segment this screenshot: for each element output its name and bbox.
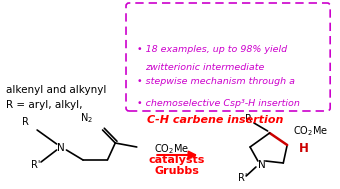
Text: R': R': [32, 160, 41, 170]
Text: R': R': [238, 173, 247, 183]
Text: zwitterionic intermediate: zwitterionic intermediate: [144, 64, 264, 73]
Text: N$_2$: N$_2$: [80, 111, 93, 125]
Text: • 18 examples, up to 98% yield: • 18 examples, up to 98% yield: [137, 46, 287, 54]
Text: Grubbs: Grubbs: [154, 166, 199, 176]
Text: alkenyl and alkynyl: alkenyl and alkynyl: [6, 85, 106, 95]
Text: N: N: [57, 143, 65, 153]
Text: R = aryl, alkyl,: R = aryl, alkyl,: [6, 100, 82, 110]
Text: C-H carbene insertion: C-H carbene insertion: [147, 115, 283, 125]
Text: • chemoselective Csp³-H insertion: • chemoselective Csp³-H insertion: [137, 98, 300, 108]
Text: CO$_2$Me: CO$_2$Me: [154, 142, 189, 156]
Text: H: H: [299, 142, 309, 154]
Text: N: N: [258, 160, 266, 170]
Text: catalysts: catalysts: [149, 155, 205, 165]
Text: CO$_2$Me: CO$_2$Me: [293, 124, 328, 138]
Text: R: R: [245, 114, 252, 124]
Text: • stepwise mechanism through a: • stepwise mechanism through a: [137, 77, 295, 87]
Text: R: R: [22, 117, 29, 127]
